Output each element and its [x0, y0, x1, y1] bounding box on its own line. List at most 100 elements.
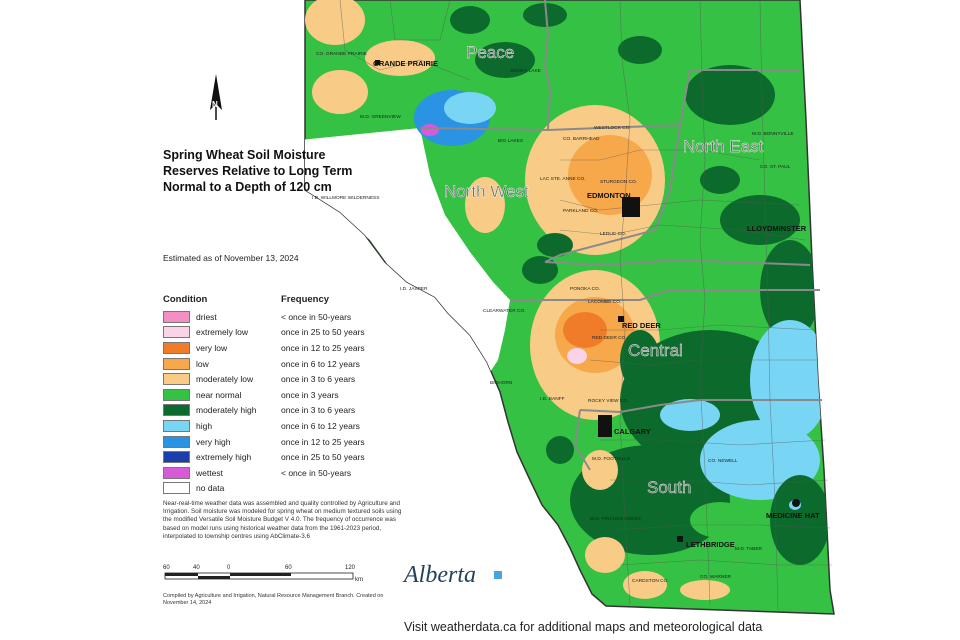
county-label: CO. ST. PAUL [760, 164, 791, 170]
legend-swatch [163, 451, 190, 464]
legend-frequency: once in 25 to 50 years [281, 452, 365, 463]
county-label: SMOKY LAKE [510, 68, 541, 74]
county-label: CARDSTON CO. [632, 578, 669, 584]
legend-item: moderately high once in 3 to 6 years [163, 403, 403, 419]
legend-item: extremely high once in 25 to 50 years [163, 449, 403, 465]
legend-condition: extremely high [196, 452, 252, 463]
legend-swatch [163, 326, 190, 339]
region-boundaries [419, 0, 822, 471]
legend-item: near normal once in 3 years [163, 387, 403, 403]
edmonton-marker [622, 197, 640, 217]
legend-swatch [163, 373, 190, 386]
legend-swatch [163, 419, 190, 432]
legend-condition: near normal [196, 389, 242, 400]
no-data-zone [305, 128, 510, 380]
north-arrow-icon: N [210, 74, 222, 120]
legend: Condition Frequency driest < once in 50-y… [163, 294, 403, 496]
legend-item: wettest < once in 50-years [163, 465, 403, 481]
map-title: Spring Wheat Soil Moisture Reserves Rela… [163, 148, 353, 194]
legend-swatch [163, 482, 190, 495]
legend-condition: very high [196, 436, 231, 447]
legend-frequency: once in 3 to 6 years [281, 405, 356, 416]
county-label: CO. GRANDE PRAIRIE [316, 51, 367, 57]
legend-frequency: < once in 50-years [281, 311, 352, 322]
county-label: RED DEER CO. [592, 335, 627, 341]
region-label-north-west: North West [444, 182, 529, 201]
footer-link-text: Visit weatherdata.ca for additional maps… [404, 620, 763, 634]
legend-swatch [163, 310, 190, 323]
medicine-hat-marker [792, 499, 800, 507]
legend-swatch [163, 341, 190, 354]
county-label: PARKLAND CO. [563, 208, 598, 214]
county-label: I.D. JASPER [400, 286, 428, 292]
county-label: PONOKA CO. [570, 286, 600, 292]
region-label-central: Central [628, 341, 683, 360]
legend-condition: driest [196, 311, 217, 322]
county-label: M.D. TABER [735, 546, 763, 552]
county-label: BIG LAKES [498, 138, 523, 144]
county-label: I.D. WILLMORE WILDERNESS [312, 195, 379, 201]
legend-condition: wettest [196, 467, 223, 478]
legend-frequency: once in 6 to 12 years [281, 358, 360, 369]
scale-tick: 60 [163, 565, 170, 571]
alberta-logo: Alberta [404, 562, 476, 588]
county-label: M.D. GREENVIEW [360, 114, 401, 120]
legend-swatch [163, 466, 190, 479]
legend-header: Condition Frequency [163, 294, 403, 305]
region-label-peace: Peace [466, 43, 514, 62]
legend-frequency-header: Frequency [281, 294, 330, 305]
county-boundaries [339, 0, 832, 611]
county-label: WESTLOCK CO. [594, 125, 631, 131]
legend-rows: driest < once in 50-years extremely low onc… [163, 309, 403, 496]
city-label-edmonton: EDMONTON [587, 191, 631, 200]
legend-condition: no data [196, 483, 225, 494]
county-label: I.D. BANFF [540, 396, 565, 402]
methodology-notes: Near-real-time weather data was assemble… [163, 500, 402, 540]
region-label-north-east: North East [683, 137, 764, 156]
county-label: ROCKY VIEW CO. [588, 398, 628, 404]
legend-item: very low once in 12 to 25 years [163, 340, 403, 356]
estimated-date: Estimated as of November 13, 2024 [163, 253, 299, 263]
legend-swatch [163, 404, 190, 417]
scale-tick: 120 [345, 565, 356, 571]
legend-swatch [163, 435, 190, 448]
county-label: CO. BARRHEAD [563, 136, 600, 142]
red-deer-marker [618, 316, 624, 322]
legend-item: extremely low once in 25 to 50 years [163, 325, 403, 341]
county-label: CO. NEWELL [708, 458, 738, 464]
county-label: LACOMBE CO. [588, 299, 621, 305]
county-label: M.D. FOOTHILLS [592, 456, 630, 462]
grande-prairie-marker [375, 60, 380, 65]
legend-item: high once in 6 to 12 years [163, 418, 403, 434]
legend-condition: moderately high [196, 405, 257, 416]
city-label-medicine-hat: MEDICINE HAT [766, 511, 820, 520]
county-label: M.D. BONNYVILLE [752, 131, 794, 137]
scale-unit: km [355, 577, 363, 583]
legend-frequency: once in 3 years [281, 389, 339, 400]
legend-condition-header: Condition [163, 294, 208, 305]
legend-condition: low [196, 358, 209, 369]
county-label: STURGEON CO. [600, 179, 637, 185]
city-label-grande-prairie: GRANDE PRAIRIE [373, 59, 438, 68]
region-label-south: South [647, 478, 691, 497]
legend-frequency: once in 3 to 6 years [281, 374, 356, 385]
alberta-logo-mark [494, 571, 502, 579]
legend-item: low once in 6 to 12 years [163, 356, 403, 372]
legend-frequency: < once in 50-years [281, 467, 352, 478]
legend-frequency: once in 25 to 50 years [281, 327, 365, 338]
legend-condition: very low [196, 342, 228, 353]
legend-item: driest < once in 50-years [163, 309, 403, 325]
county-label: BIGHORN [490, 380, 513, 386]
legend-swatch [163, 388, 190, 401]
legend-item: moderately low once in 3 to 6 years [163, 371, 403, 387]
county-label: M.D. PINCHER CREEK [590, 516, 642, 522]
scale-tick: 60 [285, 565, 292, 571]
legend-item: very high once in 12 to 25 years [163, 434, 403, 450]
legend-item: no data [163, 481, 403, 497]
legend-frequency: once in 12 to 25 years [281, 436, 365, 447]
lethbridge-marker [677, 536, 683, 542]
city-label-lloydminster: LLOYDMINSTER [747, 224, 807, 233]
moisture-zones [305, 0, 830, 600]
scale-tick: 40 [193, 565, 200, 571]
